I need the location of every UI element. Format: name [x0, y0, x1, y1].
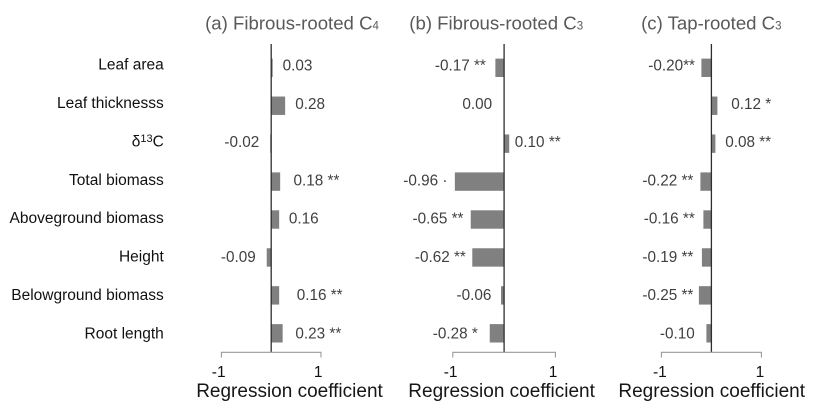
svg-text:0.18 **: 0.18 **	[294, 172, 340, 189]
svg-text:Leaf thicknesss: Leaf thicknesss	[57, 95, 164, 112]
svg-text:-0.02: -0.02	[224, 134, 259, 151]
svg-text:(c) Tap-rooted C3: (c) Tap-rooted C3	[641, 13, 781, 34]
svg-text:-0.20**: -0.20**	[648, 58, 695, 75]
svg-text:0.23 **: 0.23 **	[295, 325, 341, 342]
svg-text:-0.06: -0.06	[457, 287, 492, 304]
svg-text:-0.09: -0.09	[221, 249, 256, 266]
svg-text:1: 1	[314, 364, 323, 381]
svg-text:0.03: 0.03	[283, 58, 313, 75]
svg-text:-0.22 **: -0.22 **	[642, 172, 693, 189]
svg-text:-0.19 **: -0.19 **	[642, 249, 693, 266]
svg-text:-0.28 *: -0.28 *	[433, 325, 478, 342]
svg-text:-0.65 **: -0.65 **	[412, 211, 463, 228]
svg-text:Regression coefficient: Regression coefficient	[408, 381, 595, 402]
svg-text:-1: -1	[653, 364, 667, 381]
svg-text:0.16 **: 0.16 **	[297, 287, 343, 304]
svg-text:Root length: Root length	[85, 325, 164, 342]
svg-text:-0.62 **: -0.62 **	[415, 249, 466, 266]
svg-text:Regression coefficient: Regression coefficient	[196, 381, 383, 402]
svg-text:1: 1	[549, 364, 558, 381]
svg-text:Total biomass: Total biomass	[69, 172, 164, 189]
svg-text:(b) Fibrous-rooted C3: (b) Fibrous-rooted C3	[409, 13, 583, 34]
svg-text:(a) Fibrous-rooted C4: (a) Fibrous-rooted C4	[205, 13, 379, 34]
svg-text:-1: -1	[212, 364, 226, 381]
svg-text:0.10 **: 0.10 **	[515, 134, 561, 151]
svg-text:-0.17 **: -0.17 **	[435, 58, 486, 75]
svg-text:Aboveground biomass: Aboveground biomass	[10, 210, 164, 227]
svg-text:Belowground biomass: Belowground biomass	[11, 287, 164, 304]
svg-text:-0.10: -0.10	[660, 325, 695, 342]
svg-text:Regression coefficient: Regression coefficient	[618, 381, 805, 402]
svg-text:Leaf area: Leaf area	[98, 57, 164, 74]
svg-text:0.08 **: 0.08 **	[725, 134, 771, 151]
svg-text:0.28: 0.28	[295, 96, 325, 113]
svg-text:0.00: 0.00	[462, 96, 492, 113]
svg-text:-0.96 ·: -0.96 ·	[403, 172, 447, 189]
svg-text:1: 1	[756, 364, 765, 381]
svg-text:-1: -1	[444, 364, 458, 381]
svg-text:δ13C: δ13C	[132, 133, 164, 151]
svg-text:Height: Height	[119, 249, 164, 266]
svg-text:-0.16 **: -0.16 **	[644, 211, 695, 228]
svg-text:0.16: 0.16	[289, 211, 319, 228]
svg-text:0.12 *: 0.12 *	[731, 96, 771, 113]
svg-text:-0.25 **: -0.25 **	[642, 287, 693, 304]
